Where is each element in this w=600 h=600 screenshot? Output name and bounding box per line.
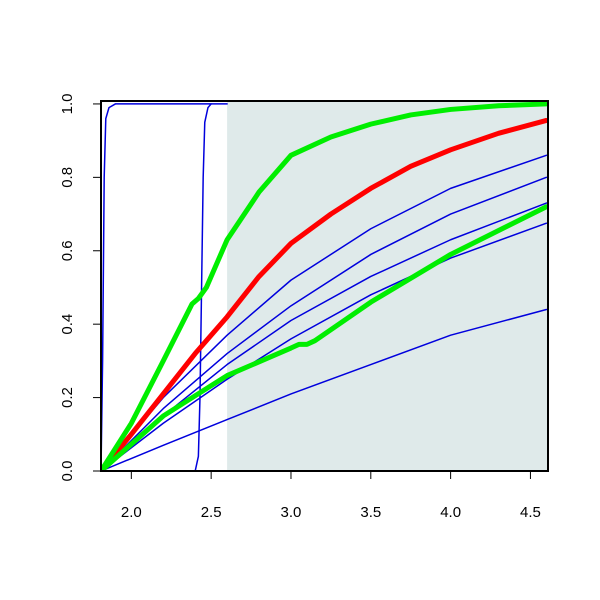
line bbox=[101, 103, 212, 471]
plot-lines bbox=[101, 101, 548, 471]
line bbox=[101, 103, 228, 471]
y-tick-label: 1.0 bbox=[59, 94, 76, 115]
x-tick-label: 2.5 bbox=[201, 504, 222, 521]
x-tick-label: 3.0 bbox=[281, 504, 302, 521]
plot-frame bbox=[100, 100, 549, 472]
x-tick-label: 4.0 bbox=[440, 504, 461, 521]
y-tick-label: 0.4 bbox=[59, 314, 76, 335]
shaded-region bbox=[227, 101, 548, 471]
line bbox=[101, 308, 548, 471]
y-tick-label: 0.2 bbox=[59, 387, 76, 408]
y-tick-label: 0.8 bbox=[59, 167, 76, 188]
y-tick-label: 0.0 bbox=[59, 461, 76, 482]
x-tick-label: 3.5 bbox=[360, 504, 381, 521]
y-tick-label: 0.6 bbox=[59, 240, 76, 261]
line bbox=[101, 204, 548, 471]
x-tick-label: 4.5 bbox=[520, 504, 541, 521]
line bbox=[101, 101, 548, 471]
x-tick-label: 2.0 bbox=[121, 504, 142, 521]
line bbox=[101, 117, 548, 471]
line bbox=[101, 222, 548, 471]
line bbox=[101, 176, 548, 471]
